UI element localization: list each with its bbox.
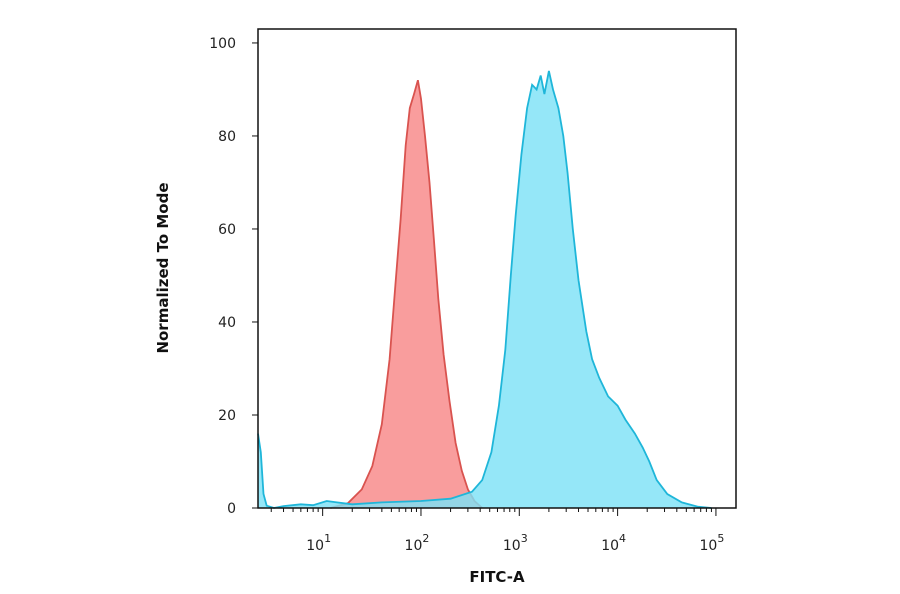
- x-tick-label: 105: [700, 532, 725, 554]
- series-1-line: [330, 79, 483, 509]
- x-tick-label: 102: [405, 532, 430, 554]
- x-tick-label: 103: [503, 532, 528, 554]
- x-axis-title: FITC-A: [469, 568, 525, 586]
- series-2-line: [257, 70, 712, 509]
- y-axis-title: Normalized To Mode: [154, 182, 172, 353]
- y-tick-label: 20: [218, 408, 236, 424]
- series-layer: [257, 70, 712, 509]
- series-1-area: [330, 80, 483, 508]
- x-axis-ticks: 101 102 103 104 105: [270, 508, 725, 554]
- x-tick-label: 104: [601, 532, 626, 554]
- y-tick-label: 60: [218, 222, 236, 238]
- y-tick-label: 100: [209, 36, 236, 52]
- y-axis-ticks: 0 20 40 60 80 100: [209, 36, 258, 517]
- x-tick-label: 101: [306, 532, 331, 554]
- y-tick-label: 80: [218, 129, 236, 145]
- y-tick-label: 0: [227, 501, 236, 517]
- y-tick-label: 40: [218, 315, 236, 331]
- series-2-area: [258, 70, 712, 509]
